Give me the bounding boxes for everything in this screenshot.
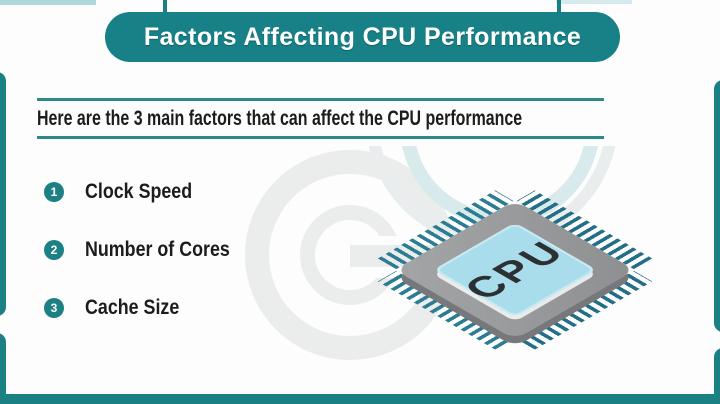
side-bar-right-upper (714, 80, 720, 332)
factor-3-number-badge: 3 (44, 297, 64, 318)
top-edge-strip-right (556, 0, 632, 4)
side-bar-right-lower (714, 348, 720, 404)
factor-1-label: Clock Speed (85, 179, 193, 203)
factor-item-number-of-cores: 2 Number of Cores (44, 238, 255, 261)
factor-2-number-badge: 2 (44, 239, 64, 260)
subtitle-rule-bottom (37, 136, 604, 139)
subtitle-block: Here are the 3 main factors that can aff… (37, 98, 604, 139)
cpu-chip-illustration: CPU (377, 152, 653, 388)
page-title: Factors Affecting CPU Performance (143, 22, 582, 51)
subtitle-rule-top (37, 98, 604, 101)
chip-isometric-group: CPU (377, 190, 653, 350)
title-banner: Factors Affecting CPU Performance (105, 12, 620, 62)
factor-1-number-badge: 1 (44, 181, 64, 202)
top-edge-strip-left (0, 0, 96, 5)
side-bar-left-upper (0, 72, 6, 316)
factor-3-label: Cache Size (85, 295, 180, 319)
factor-2-label: Number of Cores (85, 237, 230, 261)
banner-connector-left (163, 0, 167, 16)
bottom-edge-bar (0, 394, 720, 404)
factor-item-clock-speed: 1 Clock Speed (44, 180, 211, 203)
side-bar-left-lower (0, 333, 6, 404)
banner-connector-right (557, 0, 561, 16)
subtitle-text: Here are the 3 main factors that can aff… (37, 107, 523, 130)
factor-item-cache-size: 3 Cache Size (44, 296, 196, 319)
